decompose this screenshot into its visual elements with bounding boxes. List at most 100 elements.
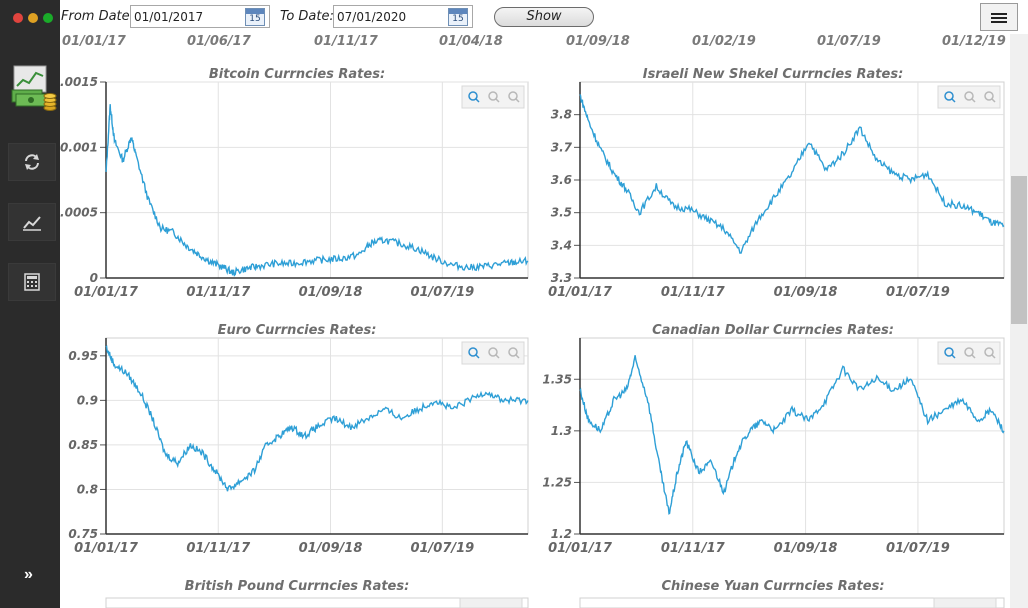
zoom-reset-icon[interactable]: [508, 91, 520, 103]
chart-panel: Chinese Yuan Currncies Rates:: [579, 579, 1005, 608]
zoom-toolbar: [937, 341, 1001, 365]
timeline-label: 01/12/19: [942, 34, 1006, 49]
x-tick-label: 01/09/18: [299, 285, 363, 300]
toolbar: From Date: 15 To Date: 15 Show: [60, 0, 1028, 34]
zoom-in-icon[interactable]: [944, 347, 956, 359]
magnifier-lens: [944, 91, 954, 101]
chart-title: Chinese Yuan Currncies Rates:: [661, 579, 884, 594]
timeline-label: 01/02/19: [692, 34, 756, 49]
zoom-toolbar: [459, 597, 523, 608]
plot-area: [579, 597, 1005, 608]
zoom-out-icon[interactable]: [488, 91, 500, 103]
magnifier-handle: [991, 354, 996, 359]
to-date-picker[interactable]: 15: [333, 5, 473, 28]
y-tick-label: 3.4: [551, 238, 572, 252]
magnifier-handle: [515, 98, 520, 103]
from-date-label: From Date:: [61, 9, 135, 24]
calculator-button[interactable]: [8, 263, 56, 301]
plot-area: [105, 597, 529, 608]
to-date-label: To Date:: [280, 9, 334, 24]
zoom-in-icon[interactable]: [468, 347, 480, 359]
magnifier-handle: [515, 354, 520, 359]
zoom-in-icon[interactable]: [468, 91, 480, 103]
magnifier-handle: [971, 354, 976, 359]
y-tick-label: 0.75: [68, 527, 98, 541]
zoom-reset-icon[interactable]: [984, 91, 996, 103]
zoom-out-icon[interactable]: [488, 347, 500, 359]
magnifier-lens: [944, 347, 954, 357]
timeline-label: 01/11/17: [314, 34, 378, 49]
y-tick-label: 0.0015: [60, 75, 98, 89]
trend-chart-button[interactable]: [8, 203, 56, 241]
calendar-icon[interactable]: 15: [245, 8, 265, 26]
y-tick-label: 3.7: [551, 140, 573, 154]
x-tick-label: 01/07/19: [410, 541, 474, 556]
calculator-icon: [24, 273, 40, 291]
from-date-input[interactable]: [134, 8, 242, 25]
zoom-out-icon[interactable]: [964, 347, 976, 359]
x-tick-label: 01/11/17: [186, 541, 251, 556]
scrollbar-thumb[interactable]: [1011, 176, 1027, 324]
y-tick-label: 1.25: [542, 475, 572, 489]
from-date-picker[interactable]: 15: [130, 5, 270, 28]
timeline-label: 01/09/18: [566, 34, 630, 49]
x-tick-label: 01/01/17: [548, 285, 613, 300]
y-tick-label: 3.8: [551, 108, 572, 122]
magnifier-handle: [951, 354, 956, 359]
magnifier-lens: [964, 347, 974, 357]
zoom-toolbar: [461, 341, 525, 365]
maximize-window-icon[interactable]: [43, 13, 53, 23]
menu-button[interactable]: [980, 3, 1018, 31]
expand-sidebar-icon[interactable]: »: [24, 566, 33, 583]
chart-panel: Bitcoin Currncies Rates: 01/01/17 01/11/17…: [60, 67, 529, 300]
zoom-out-icon[interactable]: [964, 91, 976, 103]
magnifier-handle: [971, 98, 976, 103]
magnifier-handle: [991, 98, 996, 103]
y-tick-label: 0.95: [68, 349, 98, 363]
timeline-label: 01/01/17: [62, 34, 126, 49]
y-tick-label: 0.85: [68, 438, 98, 452]
series-line: [579, 355, 1005, 515]
magnifier-lens: [468, 91, 478, 101]
series-line: [105, 344, 529, 492]
magnifier-lens: [488, 347, 498, 357]
y-tick-label: 0.001: [60, 140, 98, 154]
x-tick-label: 01/09/18: [774, 285, 838, 300]
refresh-button[interactable]: [8, 143, 56, 181]
zoom-toolbar: [937, 85, 1001, 109]
y-tick-label: 1.35: [542, 372, 572, 386]
magnifier-handle: [495, 354, 500, 359]
chart-panel: Israeli New Shekel Currncies Rates: 01/01…: [548, 67, 1005, 300]
zoom-reset-icon[interactable]: [508, 347, 520, 359]
y-tick-label: 0.8: [77, 482, 98, 496]
close-window-icon[interactable]: [13, 13, 23, 23]
plot-area: [105, 337, 529, 535]
currency-chart-logo-icon: [11, 65, 57, 111]
series-line: [579, 94, 1005, 254]
x-tick-label: 01/07/19: [886, 541, 950, 556]
zoom-in-icon[interactable]: [944, 91, 956, 103]
sidebar: »: [0, 0, 60, 608]
to-date-input[interactable]: [337, 8, 445, 25]
y-tick-label: 0: [90, 271, 98, 285]
magnifier-lens: [468, 347, 478, 357]
trend-chart-icon: [23, 216, 41, 231]
plot-area: [579, 337, 1005, 535]
chart-panel: British Pound Currncies Rates:: [105, 579, 529, 608]
chart-title: Israeli New Shekel Currncies Rates:: [643, 67, 904, 82]
y-tick-label: 1.2: [551, 527, 572, 541]
x-tick-label: 01/07/19: [886, 285, 950, 300]
calendar-icon[interactable]: 15: [448, 8, 468, 26]
x-tick-label: 01/11/17: [186, 285, 251, 300]
charts-grid: Bitcoin Currncies Rates: 01/01/17 01/11/17…: [60, 67, 1005, 608]
show-button[interactable]: Show: [494, 7, 594, 27]
x-tick-label: 01/11/17: [661, 285, 726, 300]
magnifier-handle: [495, 98, 500, 103]
zoom-toolbar: [933, 597, 997, 608]
x-tick-label: 01/07/19: [410, 285, 474, 300]
y-tick-label: 3.3: [551, 271, 572, 285]
magnifier-lens: [488, 91, 498, 101]
minimize-window-icon[interactable]: [28, 13, 38, 23]
zoom-reset-icon[interactable]: [984, 347, 996, 359]
chart-title: Bitcoin Currncies Rates:: [209, 67, 385, 82]
